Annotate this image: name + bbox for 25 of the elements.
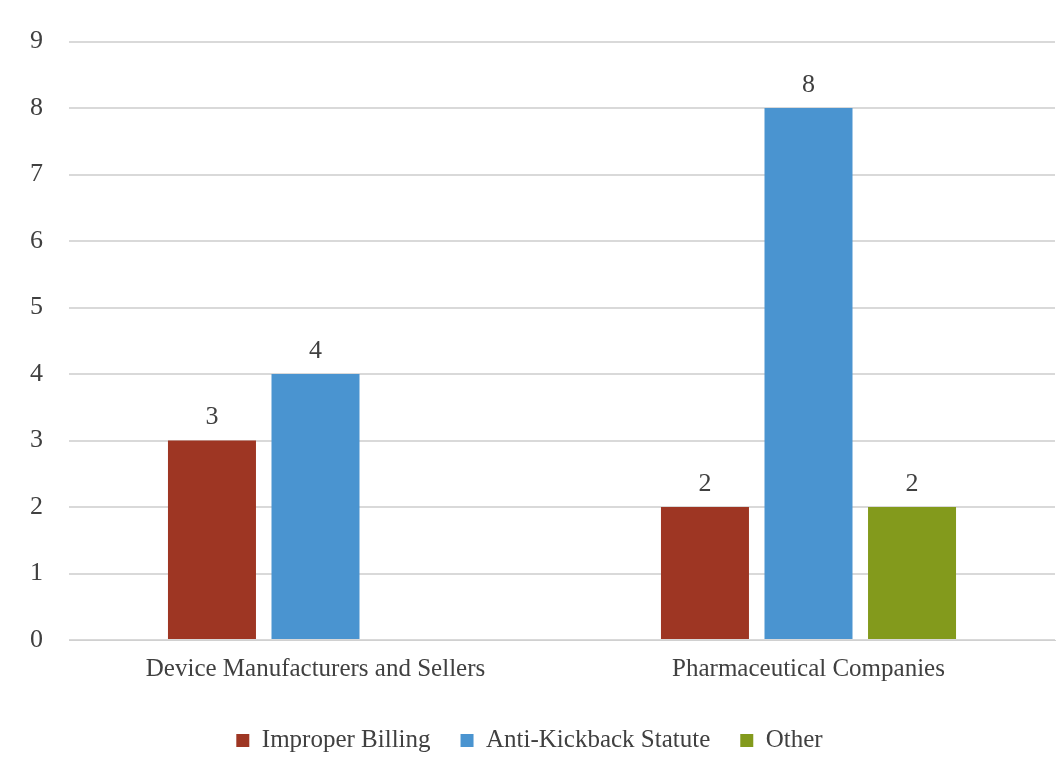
data-label: 4 [309,334,322,364]
data-label: 2 [698,467,712,497]
y-tick-label: 4 [30,357,43,387]
legend-label: Improper Billing [261,725,432,753]
data-label: 2 [905,467,919,497]
data-label: 3 [205,401,219,431]
y-tick-label: 7 [30,158,43,188]
data-label: 8 [802,68,815,98]
bar [271,374,360,639]
y-tick-label: 2 [30,490,43,520]
bar [764,108,853,639]
legend-label: Other [765,725,824,753]
y-tick-label: 0 [30,623,43,653]
y-tick-label: 9 [30,25,43,55]
y-tick-label: 8 [30,91,43,121]
x-tick-label: Pharmaceutical Companies [672,653,945,681]
bar [868,507,957,639]
y-tick-label: 6 [30,224,43,254]
legend-label: Anti-Kickback Statute [486,725,711,753]
y-tick-label: 1 [30,557,43,587]
bar [167,440,256,639]
y-tick-label: 3 [30,424,43,454]
y-tick-label: 5 [30,291,43,321]
bar [660,507,749,639]
x-tick-label: Device Manufacturers and Sellers [145,653,486,681]
